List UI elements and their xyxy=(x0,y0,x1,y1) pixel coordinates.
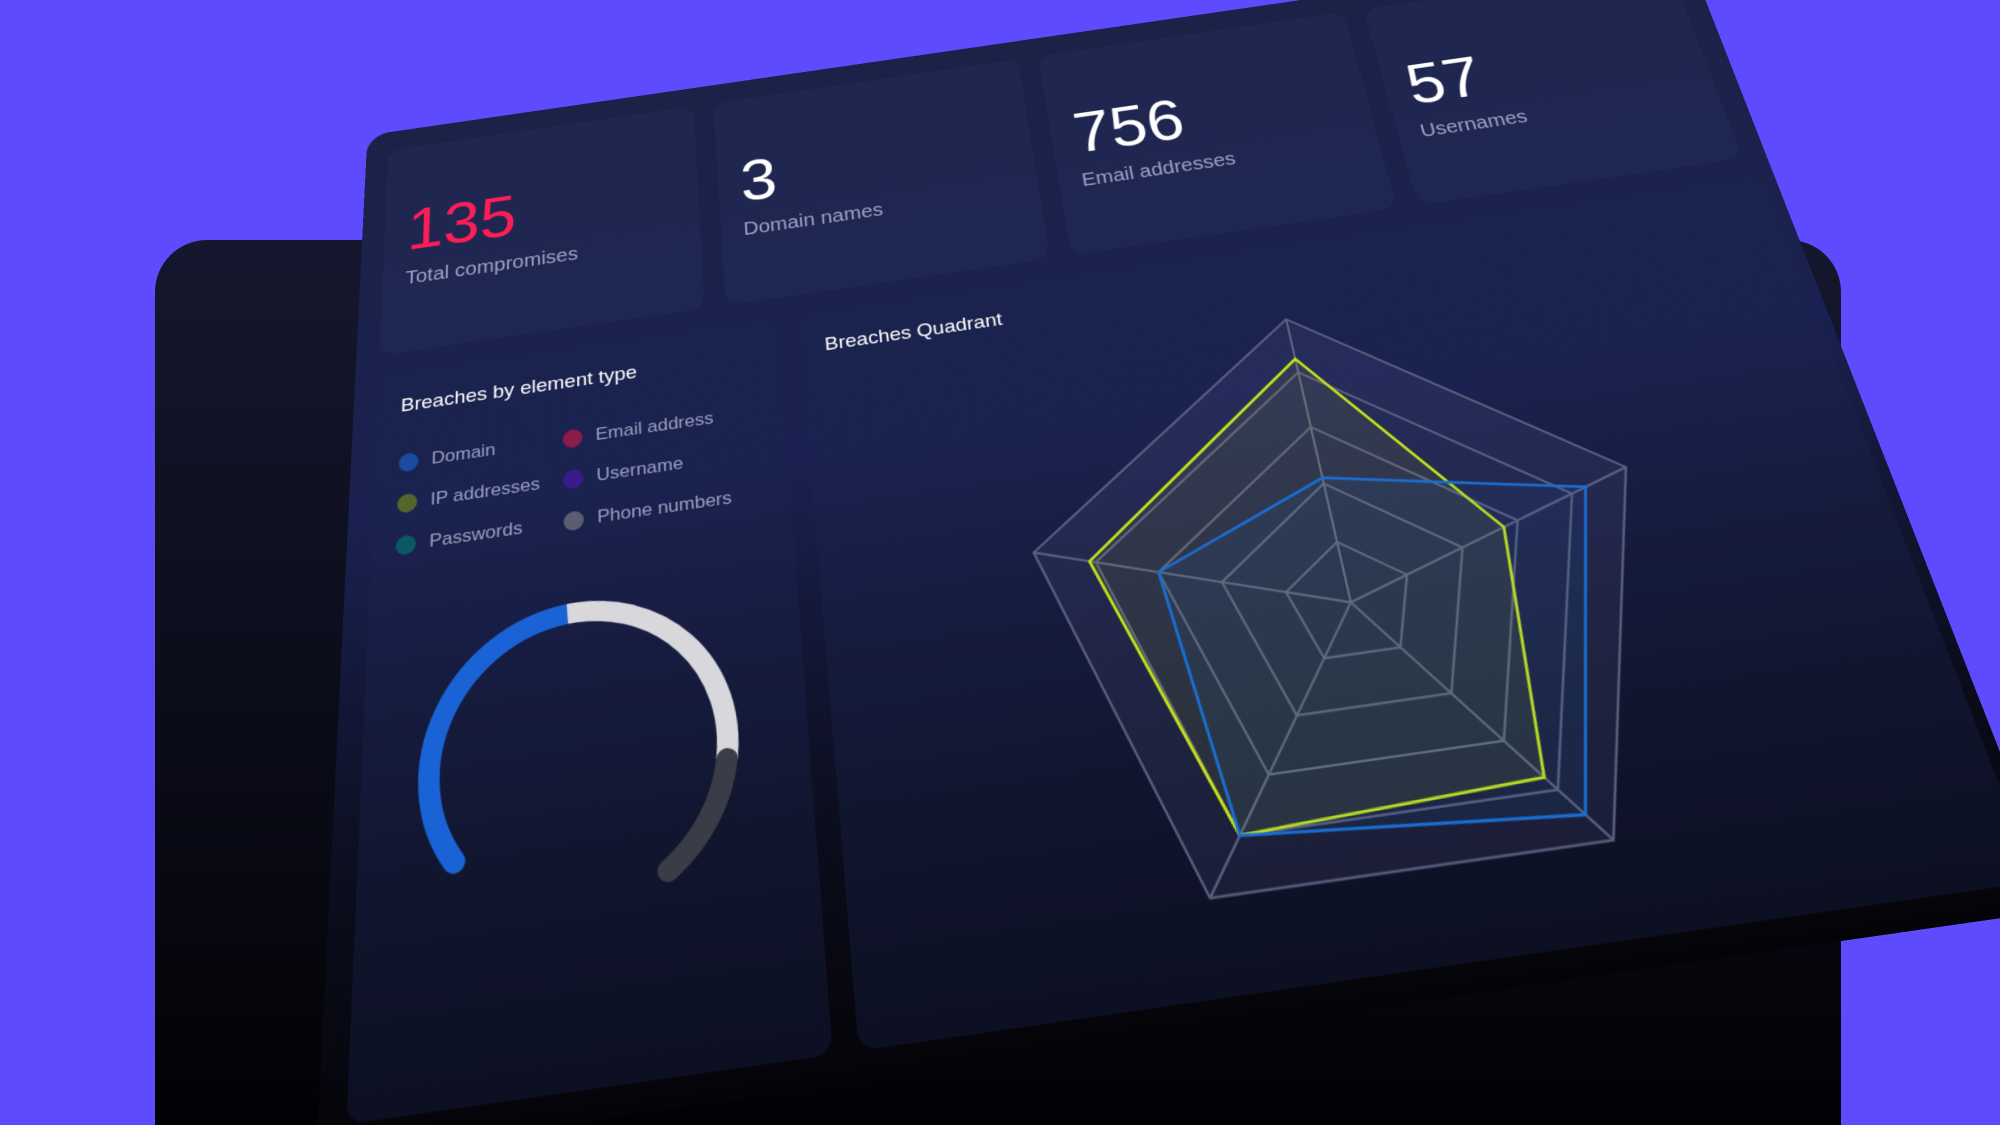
legend: Domain Email address IP addresses Username P… xyxy=(395,402,766,558)
stat-email-addresses[interactable]: 756 Email addresses xyxy=(1037,12,1397,256)
stat-domain-names[interactable]: 3 Domain names xyxy=(712,59,1050,306)
stat-total-compromises[interactable]: 135 Total compromises xyxy=(379,106,704,356)
legend-item: IP addresses xyxy=(396,470,563,515)
legend-label: Username xyxy=(596,453,684,486)
legend-dot xyxy=(562,428,583,449)
legend-label: Passwords xyxy=(429,517,523,552)
legend-label: Phone numbers xyxy=(597,487,733,527)
legend-dot xyxy=(395,534,417,557)
legend-item: Email address xyxy=(562,402,761,450)
legend-item: Passwords xyxy=(395,512,563,557)
legend-dot xyxy=(563,468,584,490)
gauge-segment xyxy=(665,759,733,871)
gauge-segment xyxy=(427,614,570,866)
gauge-segment xyxy=(567,592,728,782)
radar-chart xyxy=(826,222,1997,1016)
legend-label: Email address xyxy=(595,408,714,445)
gauge-chart xyxy=(379,546,796,1001)
legend-item: Domain xyxy=(398,430,563,474)
legend-label: IP addresses xyxy=(430,473,540,510)
card-title: Breaches by element type xyxy=(400,362,638,417)
legend-dot xyxy=(563,509,585,532)
stat-usernames[interactable]: 57 Usernames xyxy=(1363,0,1743,206)
radar-series xyxy=(1063,336,1576,850)
breaches-quadrant-card: Breaches Quadrant xyxy=(798,174,2000,1051)
legend-item: Phone numbers xyxy=(563,483,766,533)
radar-ring xyxy=(1006,279,1738,916)
radar-series xyxy=(1146,442,1680,869)
dashboard-panel: 135 Total compromises 3 Domain names 756… xyxy=(316,0,2000,1125)
legend-item: Username xyxy=(563,442,763,491)
legend-label: Domain xyxy=(431,439,496,469)
legend-dot xyxy=(398,451,419,473)
breaches-by-type-card: Breaches by element type Domain Email add… xyxy=(346,316,833,1125)
legend-dot xyxy=(396,492,418,514)
